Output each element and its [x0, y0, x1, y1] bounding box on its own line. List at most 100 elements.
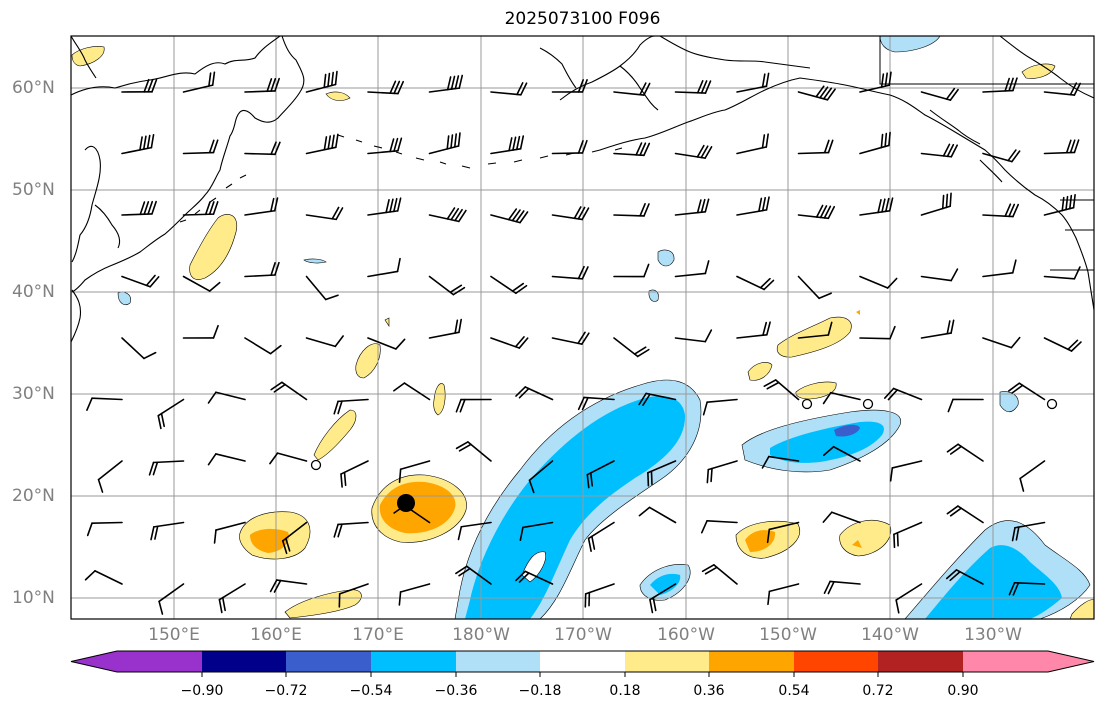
- wind-barb-feather: [150, 133, 155, 149]
- wind-barb-feather: [889, 325, 896, 340]
- wind-barb-feather: [819, 86, 829, 99]
- wind-barb-feather: [393, 382, 406, 392]
- wind-barb-feather: [573, 206, 582, 220]
- wind-barb-shaft: [859, 144, 890, 155]
- colorbar: [70, 650, 1095, 677]
- wind-barb-feather: [150, 526, 155, 541]
- anomaly-shading: [71, 36, 1094, 619]
- wind-barb-feather: [1070, 341, 1082, 352]
- wind-barb-shaft: [428, 214, 460, 223]
- wind-barb-shaft: [305, 83, 337, 93]
- wind-barb-feather: [1008, 77, 1014, 92]
- wind-barb-feather: [270, 141, 277, 156]
- colorbar-label: −0.72: [264, 683, 308, 699]
- wind-barb-shaft: [490, 337, 521, 349]
- wind-barb-shaft: [551, 337, 583, 345]
- wind-barb-shaft: [97, 460, 123, 481]
- wind-barb-feather: [454, 75, 460, 90]
- wind-barb-shaft: [524, 386, 554, 401]
- wind-barb-feather: [947, 398, 954, 413]
- wind-barb-feather: [143, 201, 150, 215]
- storm-center-dot: [397, 494, 415, 512]
- wind-barb-feather: [269, 579, 278, 593]
- lon-label-130w: 130°W: [964, 625, 1022, 645]
- wind-barb-feather: [152, 461, 159, 476]
- colorbar-segment: [71, 651, 202, 672]
- open-circle-marker: [862, 398, 874, 410]
- wind-barb-shaft: [859, 275, 889, 289]
- wind-barb-feather: [389, 80, 397, 94]
- wind-barb-feather: [639, 203, 646, 217]
- wind-barb-feather: [333, 400, 339, 415]
- wind-barb-shaft: [982, 214, 1014, 218]
- wind-barb-feather: [1011, 150, 1021, 163]
- wind-barb-feather: [636, 348, 650, 358]
- wind-barb-feather: [285, 537, 291, 552]
- wind-barb-shaft: [182, 84, 214, 93]
- wind-barb-feather: [158, 600, 164, 615]
- wind-barb-feather: [1012, 582, 1020, 596]
- wind-barb-shaft: [583, 396, 615, 401]
- wind-barb-shaft: [892, 387, 923, 401]
- wind-barb-shaft: [528, 460, 554, 482]
- wind-barb-feather: [455, 565, 468, 575]
- wind-barb-shaft: [338, 583, 369, 595]
- wind-barb-shaft: [94, 570, 123, 585]
- wind-barb-feather: [827, 205, 836, 220]
- wind-barb-feather: [457, 525, 463, 541]
- wind-barb-feather: [884, 387, 895, 399]
- colorbar-segment: [625, 651, 709, 672]
- wind-barb-feather: [323, 73, 327, 89]
- wind-barb-shaft: [551, 214, 583, 221]
- wind-barb-shaft: [982, 89, 1014, 93]
- wind-barb-feather: [1069, 82, 1078, 96]
- wind-barb-feather: [1004, 203, 1012, 217]
- wind-barb-feather: [577, 331, 586, 345]
- wind-barb-feather: [157, 414, 162, 430]
- wind-barb-feather: [337, 400, 343, 415]
- wind-barb-shaft: [215, 521, 246, 531]
- wind-barb-shaft: [91, 521, 123, 524]
- wind-barb-feather: [334, 335, 344, 348]
- wind-barb-feather: [516, 81, 524, 96]
- wind-barb-shaft: [215, 391, 246, 401]
- wind-barb-feather: [458, 74, 464, 89]
- wind-barb-feather: [815, 85, 825, 98]
- negative-anomaly-core: [465, 395, 686, 619]
- wind-barb-shaft: [587, 521, 615, 540]
- wind-barb-feather: [518, 572, 530, 583]
- lon-label-160e: 160°E: [250, 625, 302, 645]
- wind-barb-feather: [880, 133, 884, 149]
- wind-barb-shaft: [1043, 275, 1076, 280]
- lat-label-10n: 10°N: [12, 588, 55, 608]
- lon-label-180w: 180°W: [452, 625, 510, 645]
- colorbar-label: −0.18: [518, 683, 562, 699]
- wind-barb-feather: [520, 82, 528, 96]
- wind-barb-feather: [822, 445, 835, 457]
- wind-barb-feather: [1073, 266, 1081, 280]
- wind-barb-shaft: [895, 583, 923, 601]
- wind-barb-shaft: [736, 275, 765, 291]
- wind-barb-shaft: [367, 337, 397, 350]
- wind-barb-feather: [888, 197, 894, 212]
- wind-barb-shaft: [613, 152, 645, 157]
- wind-barb-feather: [208, 201, 215, 216]
- wind-barb-feather: [884, 132, 888, 148]
- wind-barb-feather: [577, 396, 585, 411]
- wind-barb-feather: [701, 564, 715, 573]
- wind-barb-feather: [696, 144, 705, 158]
- wind-barb-feather: [827, 321, 833, 336]
- wind-barb-shaft: [797, 334, 830, 339]
- wind-barb-feather: [1073, 82, 1081, 96]
- lat-label-60n: 60°N: [12, 78, 55, 98]
- wind-barb-feather: [333, 523, 339, 538]
- colorbar-label: 0.72: [862, 683, 894, 699]
- wind-barb-shaft: [648, 506, 677, 524]
- wind-barb-shaft: [1043, 91, 1076, 96]
- wind-barb-feather: [221, 596, 226, 612]
- wind-barb-feather: [589, 472, 594, 487]
- wind-barb-feather: [649, 598, 654, 614]
- wind-barb-feather: [949, 192, 952, 208]
- wind-barb-feather: [519, 526, 524, 541]
- wind-barb-feather: [765, 72, 770, 88]
